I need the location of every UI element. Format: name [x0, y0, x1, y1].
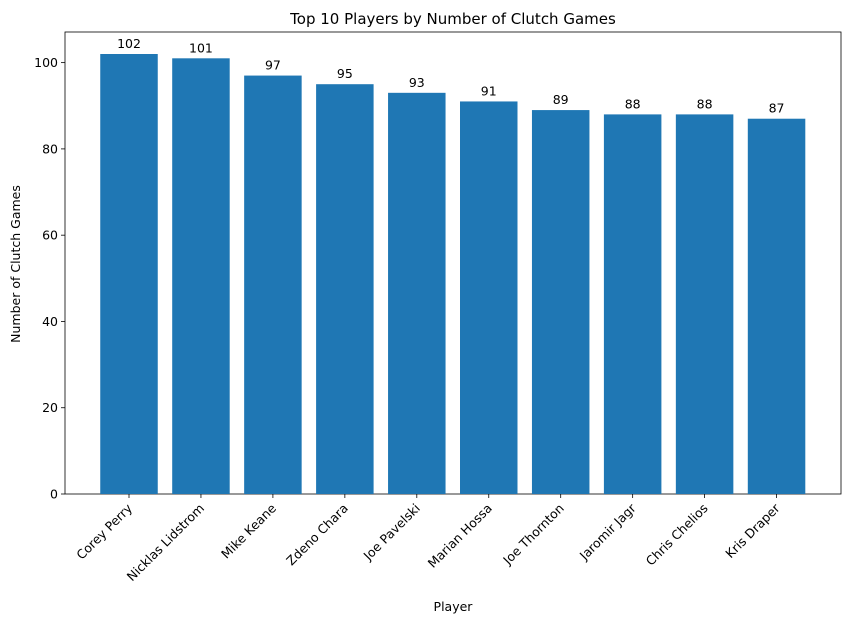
data-label: 87 [769, 101, 785, 116]
data-label: 89 [553, 92, 569, 107]
bar [244, 75, 302, 494]
bar [388, 92, 446, 494]
x-tick-label: Zdeno Chara [283, 501, 351, 569]
x-tick-label: Chris Chelios [643, 501, 711, 569]
x-tick-label: Kris Draper [722, 500, 783, 561]
y-tick-label: 0 [50, 487, 58, 502]
bar [747, 118, 806, 495]
x-tick-label: Marian Hossa [425, 501, 495, 571]
y-tick-label: 20 [42, 400, 58, 415]
data-label: 88 [697, 96, 713, 111]
bar [100, 54, 158, 494]
y-tick-label: 80 [42, 141, 58, 156]
y-tick-label: 40 [42, 314, 58, 329]
x-tick-label: Jaromir Jagr [576, 500, 640, 564]
data-label: 101 [189, 40, 213, 55]
data-label: 91 [481, 83, 497, 98]
y-axis-label: Number of Clutch Games [8, 185, 23, 343]
data-labels-layer: 102 101 97 95 93 91 89 88 88 87 [117, 36, 784, 116]
x-tick-label: Mike Keane [218, 500, 279, 561]
data-label: 97 [265, 58, 281, 73]
bar [603, 114, 662, 494]
y-axis: 0 20 40 60 80 100 [34, 55, 65, 502]
chart-title: Top 10 Players by Number of Clutch Games [289, 10, 616, 28]
x-tick-label: Joe Thornton [499, 501, 567, 569]
x-tick-label: Corey Perry [73, 500, 135, 562]
bars-layer [100, 54, 806, 495]
bar [675, 114, 734, 494]
axes-frame [64, 31, 842, 495]
x-tick-label: Joe Pavelski [360, 501, 423, 564]
x-axis-label: Player [434, 599, 474, 614]
bar [316, 84, 374, 494]
bar [172, 58, 230, 495]
bar [531, 110, 590, 494]
data-label: 102 [117, 36, 141, 51]
data-label: 88 [625, 96, 641, 111]
x-tick-label: Nicklas Lidstrom [124, 501, 207, 584]
plot-area [64, 31, 842, 495]
y-tick-label: 60 [42, 228, 58, 243]
data-label: 93 [409, 75, 425, 90]
data-label: 95 [337, 66, 353, 81]
y-tick-label: 100 [34, 55, 58, 70]
bar [460, 101, 518, 494]
